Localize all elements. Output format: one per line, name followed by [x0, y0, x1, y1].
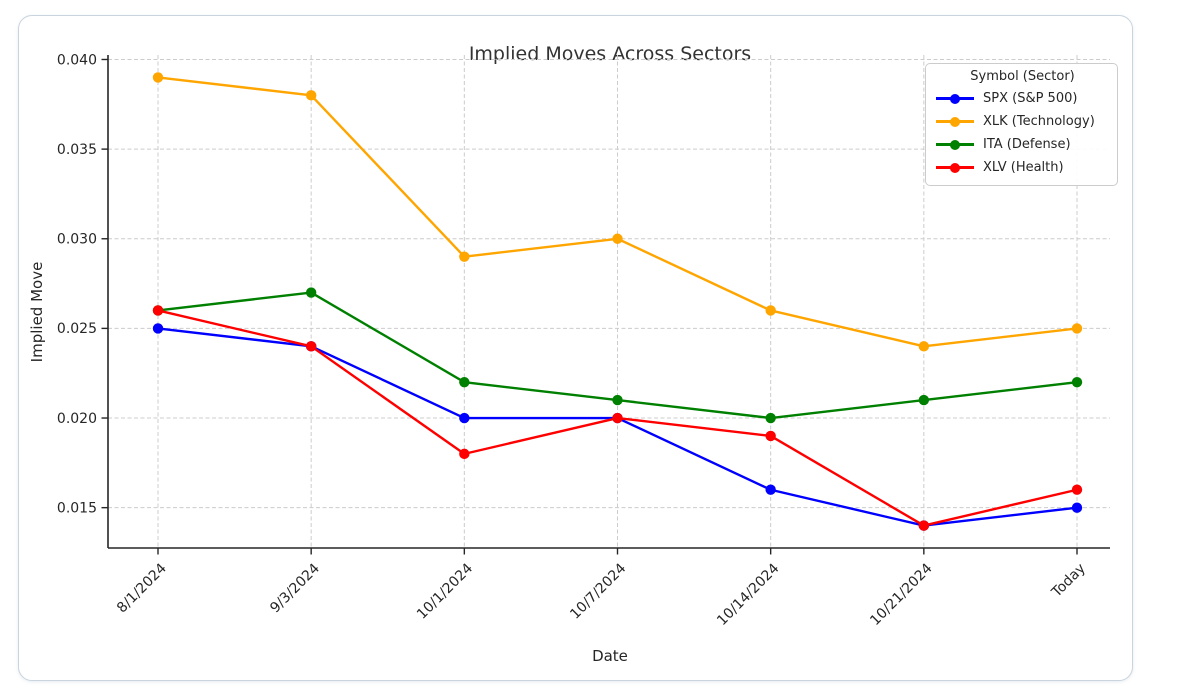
series-marker-ITA — [612, 394, 623, 406]
legend-label: XLK (Technology) — [983, 114, 1095, 129]
legend-title: Symbol (Sector) — [970, 69, 1075, 84]
legend-line-marker-icon — [936, 116, 974, 128]
series-marker-XLV — [612, 412, 623, 424]
x-tick-label: Today — [1048, 561, 1089, 602]
legend-entry-XLK: XLK (Technology) — [936, 110, 1109, 133]
legend-label: SPX (S&P 500) — [983, 91, 1078, 106]
series-marker-XLV — [152, 305, 164, 316]
series-marker-XLK — [1071, 323, 1083, 334]
series-marker-XLK — [765, 305, 776, 316]
y-tick-label: 0.035 — [57, 142, 97, 158]
y-tick-label: 0.015 — [57, 500, 97, 516]
series-marker-XLV — [918, 520, 930, 531]
series-marker-XLK — [305, 90, 317, 101]
y-tick-label: 0.030 — [57, 232, 97, 248]
series-marker-ITA — [918, 394, 930, 406]
legend-line-marker-icon — [936, 139, 974, 151]
series-marker-ITA — [765, 412, 776, 424]
x-tick-label: 8/1/2024 — [114, 560, 170, 616]
series-marker-XLV — [765, 430, 776, 442]
series-marker-XLK — [459, 251, 470, 262]
series-marker-XLV — [459, 448, 470, 460]
series-marker-SPX — [765, 484, 776, 495]
series-marker-XLV — [1071, 484, 1083, 495]
series-marker-SPX — [459, 412, 470, 424]
y-tick-label: 0.025 — [57, 321, 97, 337]
series-marker-ITA — [305, 287, 317, 298]
legend-line-marker-icon — [936, 162, 974, 174]
series-marker-SPX — [152, 323, 164, 334]
legend-entry-XLV: XLV (Health) — [936, 156, 1109, 179]
legend-entry-SPX: SPX (S&P 500) — [936, 87, 1109, 110]
y-tick-label: 0.040 — [57, 52, 97, 68]
legend-label: XLV (Health) — [983, 160, 1064, 175]
series-marker-ITA — [1071, 376, 1083, 388]
series-marker-XLK — [918, 341, 930, 352]
legend-entry-ITA: ITA (Defense) — [936, 133, 1109, 156]
x-axis-label: Date — [592, 647, 628, 665]
series-marker-XLK — [152, 72, 164, 83]
series-marker-ITA — [459, 376, 470, 388]
x-tick-label: 10/1/2024 — [414, 560, 476, 622]
x-tick-label: 10/7/2024 — [567, 560, 629, 622]
series-marker-SPX — [1071, 502, 1083, 513]
series-marker-XLV — [305, 341, 317, 352]
legend: Symbol (Sector) SPX (S&P 500) XLK (Techno… — [925, 63, 1118, 186]
legend-label: ITA (Defense) — [983, 137, 1071, 152]
legend-rows: SPX (S&P 500) XLK (Technology) ITA (Defens… — [936, 87, 1109, 179]
x-tick-label: 9/3/2024 — [267, 560, 323, 616]
x-tick-label: 10/14/2024 — [714, 560, 782, 628]
x-tick-label: 10/21/2024 — [867, 560, 935, 628]
legend-line-marker-icon — [936, 93, 974, 105]
y-tick-label: 0.020 — [57, 411, 97, 427]
series-marker-XLK — [612, 233, 623, 244]
